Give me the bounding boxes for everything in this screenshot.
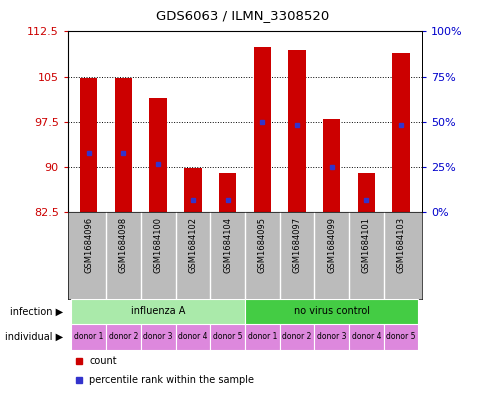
Bar xyxy=(71,324,106,350)
Text: donor 5: donor 5 xyxy=(212,332,242,342)
Text: GSM1684101: GSM1684101 xyxy=(361,217,370,272)
Bar xyxy=(314,324,348,350)
Bar xyxy=(184,168,201,212)
Text: donor 1: donor 1 xyxy=(247,332,276,342)
Text: infection ▶: infection ▶ xyxy=(10,307,63,316)
Text: no virus control: no virus control xyxy=(293,307,369,316)
Bar xyxy=(348,324,383,350)
Bar xyxy=(210,324,244,350)
Bar xyxy=(149,98,166,212)
Bar xyxy=(244,299,418,324)
Text: GSM1684104: GSM1684104 xyxy=(223,217,231,272)
Bar xyxy=(115,79,132,212)
Bar xyxy=(140,324,175,350)
Text: influenza A: influenza A xyxy=(131,307,185,316)
Text: donor 4: donor 4 xyxy=(351,332,380,342)
Bar xyxy=(106,324,140,350)
Bar xyxy=(175,324,210,350)
Text: GSM1684103: GSM1684103 xyxy=(396,217,405,273)
Text: individual ▶: individual ▶ xyxy=(5,332,63,342)
Text: donor 2: donor 2 xyxy=(108,332,138,342)
Text: donor 2: donor 2 xyxy=(282,332,311,342)
Bar xyxy=(383,324,418,350)
Text: GSM1684099: GSM1684099 xyxy=(327,217,335,272)
Text: GSM1684098: GSM1684098 xyxy=(119,217,128,273)
Text: GSM1684097: GSM1684097 xyxy=(292,217,301,273)
Text: GSM1684096: GSM1684096 xyxy=(84,217,93,273)
Text: GSM1684100: GSM1684100 xyxy=(153,217,162,272)
Bar xyxy=(279,324,314,350)
Bar xyxy=(287,50,305,212)
Bar xyxy=(392,53,409,212)
Bar xyxy=(322,119,340,212)
Bar xyxy=(71,299,244,324)
Text: donor 4: donor 4 xyxy=(178,332,207,342)
Text: GSM1684095: GSM1684095 xyxy=(257,217,266,272)
Bar xyxy=(357,173,374,212)
Text: donor 3: donor 3 xyxy=(143,332,172,342)
Text: GSM1684102: GSM1684102 xyxy=(188,217,197,272)
Text: donor 5: donor 5 xyxy=(386,332,415,342)
Bar xyxy=(80,79,97,212)
Text: count: count xyxy=(89,356,117,366)
Text: donor 1: donor 1 xyxy=(74,332,103,342)
Text: donor 3: donor 3 xyxy=(317,332,346,342)
Text: GDS6063 / ILMN_3308520: GDS6063 / ILMN_3308520 xyxy=(155,9,329,22)
Bar xyxy=(218,173,236,212)
Text: percentile rank within the sample: percentile rank within the sample xyxy=(89,375,254,386)
Bar xyxy=(244,324,279,350)
Bar xyxy=(253,46,271,212)
